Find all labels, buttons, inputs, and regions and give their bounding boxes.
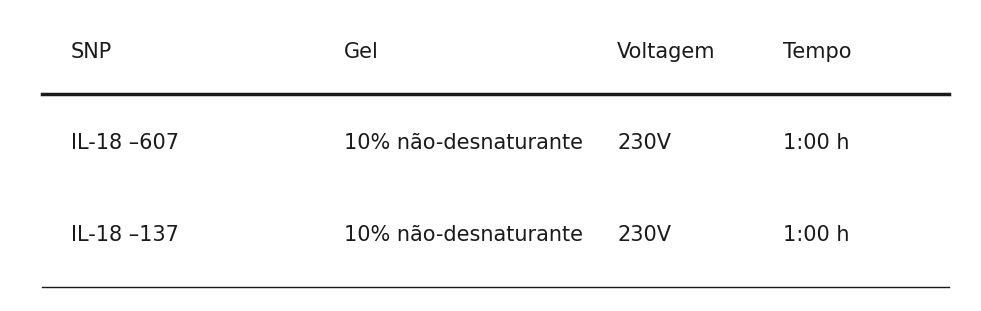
Text: Voltagem: Voltagem <box>617 42 716 62</box>
Text: IL-18 –137: IL-18 –137 <box>71 225 179 245</box>
Text: Gel: Gel <box>344 42 379 62</box>
Text: Tempo: Tempo <box>783 42 852 62</box>
Text: IL-18 –607: IL-18 –607 <box>71 133 180 153</box>
Text: 1:00 h: 1:00 h <box>783 225 850 245</box>
Text: 230V: 230V <box>617 225 671 245</box>
Text: 10% não-desnaturante: 10% não-desnaturante <box>344 225 583 245</box>
Text: 10% não-desnaturante: 10% não-desnaturante <box>344 133 583 153</box>
Text: 1:00 h: 1:00 h <box>783 133 850 153</box>
Text: 230V: 230V <box>617 133 671 153</box>
Text: SNP: SNP <box>71 42 112 62</box>
